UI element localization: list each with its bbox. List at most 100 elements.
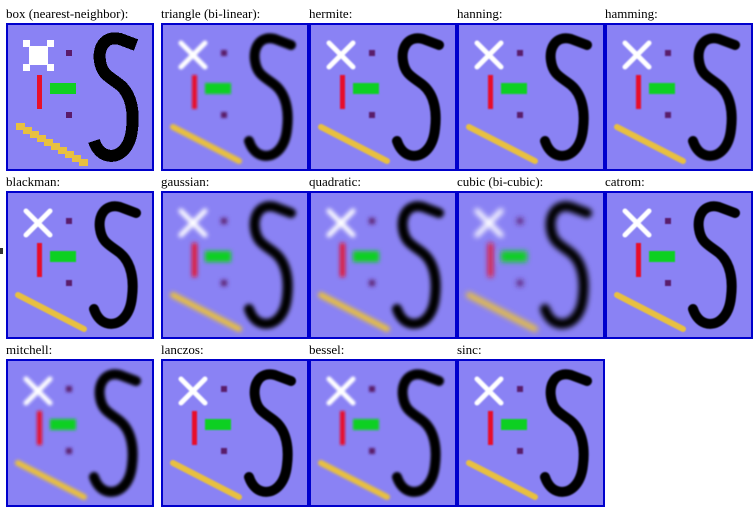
digit-five-icon xyxy=(88,32,139,162)
filter-thumbnail xyxy=(309,191,457,339)
red-bar-icon xyxy=(636,75,641,109)
yellow-line-icon xyxy=(318,292,390,332)
filter-label: hanning: xyxy=(457,6,503,21)
yellow-line-icon xyxy=(170,124,242,164)
green-bar-icon xyxy=(649,251,675,262)
red-bar-icon xyxy=(192,411,197,445)
digit-five-icon xyxy=(688,201,740,329)
digit-five-icon xyxy=(540,201,592,329)
digit-five-icon xyxy=(244,369,296,497)
yellow-line-icon xyxy=(318,460,390,500)
purple-dot-icon xyxy=(221,386,227,392)
white-cross-icon xyxy=(178,40,208,70)
white-cross-icon xyxy=(178,376,208,406)
green-bar-icon xyxy=(501,251,527,262)
thumbnail-image xyxy=(15,369,141,500)
thumbnail-image xyxy=(170,369,296,500)
filter-label: catrom: xyxy=(605,174,645,189)
purple-dot-icon xyxy=(665,50,671,56)
purple-dot-icon xyxy=(665,218,671,224)
digit-five-icon xyxy=(540,369,592,497)
yellow-line-icon xyxy=(466,460,538,500)
white-cross-icon xyxy=(474,40,504,70)
white-cross-icon xyxy=(622,40,652,70)
green-bar-icon xyxy=(649,83,675,94)
purple-dot-icon xyxy=(517,112,523,118)
filter-thumbnail xyxy=(605,23,753,171)
digit-five-icon xyxy=(392,201,444,329)
digit-five-icon xyxy=(89,369,141,497)
green-bar-icon xyxy=(205,83,231,94)
filter-thumbnail xyxy=(457,191,605,339)
filter-thumbnail xyxy=(161,191,309,339)
purple-dot-icon xyxy=(66,448,72,454)
white-cross-icon xyxy=(326,376,356,406)
white-cross-icon xyxy=(178,208,208,238)
red-bar-icon xyxy=(37,411,42,445)
purple-dot-icon xyxy=(517,280,523,286)
digit-five-icon xyxy=(244,201,296,329)
filter-thumbnail xyxy=(6,359,154,507)
red-bar-icon xyxy=(37,243,42,277)
red-bar-icon xyxy=(636,243,641,277)
red-bar-icon xyxy=(37,75,42,109)
filter-thumbnail xyxy=(161,23,309,171)
purple-dot-icon xyxy=(369,448,375,454)
purple-dot-icon xyxy=(221,50,227,56)
purple-dot-icon xyxy=(517,50,523,56)
purple-dot-icon xyxy=(66,386,72,392)
white-cross-icon xyxy=(474,376,504,406)
filter-thumbnail xyxy=(457,359,605,507)
thumbnail-image xyxy=(614,201,740,332)
yellow-line-icon xyxy=(318,124,390,164)
filter-label: gaussian: xyxy=(161,174,210,189)
yellow-line-icon xyxy=(15,292,87,332)
purple-dot-icon xyxy=(66,280,72,286)
digit-five-icon xyxy=(89,201,141,329)
filter-thumbnail xyxy=(309,359,457,507)
purple-dot-icon xyxy=(369,112,375,118)
filter-thumbnail xyxy=(6,191,154,339)
red-bar-icon xyxy=(488,243,493,277)
purple-dot-icon xyxy=(221,448,227,454)
digit-five-icon xyxy=(392,33,444,161)
red-bar-icon xyxy=(340,75,345,109)
white-cross-icon xyxy=(326,208,356,238)
white-cross-icon xyxy=(23,40,54,71)
filter-thumbnail xyxy=(161,359,309,507)
thumbnail-image xyxy=(170,33,296,164)
red-bar-icon xyxy=(488,75,493,109)
white-cross-icon xyxy=(622,208,652,238)
purple-dot-icon xyxy=(66,112,72,118)
thumbnail-image xyxy=(16,32,139,166)
white-cross-icon xyxy=(23,376,53,406)
filter-label: quadratic: xyxy=(309,174,361,189)
yellow-line-icon xyxy=(614,124,686,164)
yellow-line-icon xyxy=(15,460,87,500)
filter-thumbnail xyxy=(605,191,753,339)
thumbnail-image xyxy=(318,33,444,164)
purple-dot-icon xyxy=(517,386,523,392)
thumbnail-image xyxy=(466,201,592,332)
yellow-line-icon xyxy=(466,292,538,332)
thumbnail-image xyxy=(466,33,592,164)
green-bar-icon xyxy=(50,419,76,430)
yellow-line-icon xyxy=(170,292,242,332)
yellow-line-icon xyxy=(16,123,88,166)
purple-dot-icon xyxy=(66,218,72,224)
thumbnail-image xyxy=(318,201,444,332)
red-bar-icon xyxy=(192,75,197,109)
purple-dot-icon xyxy=(517,448,523,454)
purple-dot-icon xyxy=(517,218,523,224)
filter-label: cubic (bi-cubic): xyxy=(457,174,544,189)
red-bar-icon xyxy=(488,411,493,445)
purple-dot-icon xyxy=(369,280,375,286)
filter-label: mitchell: xyxy=(6,342,53,357)
filter-thumbnail xyxy=(457,23,605,171)
green-bar-icon xyxy=(50,83,76,94)
thumbnail-image xyxy=(170,201,296,332)
yellow-line-icon xyxy=(466,124,538,164)
green-bar-icon xyxy=(353,419,379,430)
green-bar-icon xyxy=(205,251,231,262)
thumbnail-image xyxy=(318,369,444,500)
